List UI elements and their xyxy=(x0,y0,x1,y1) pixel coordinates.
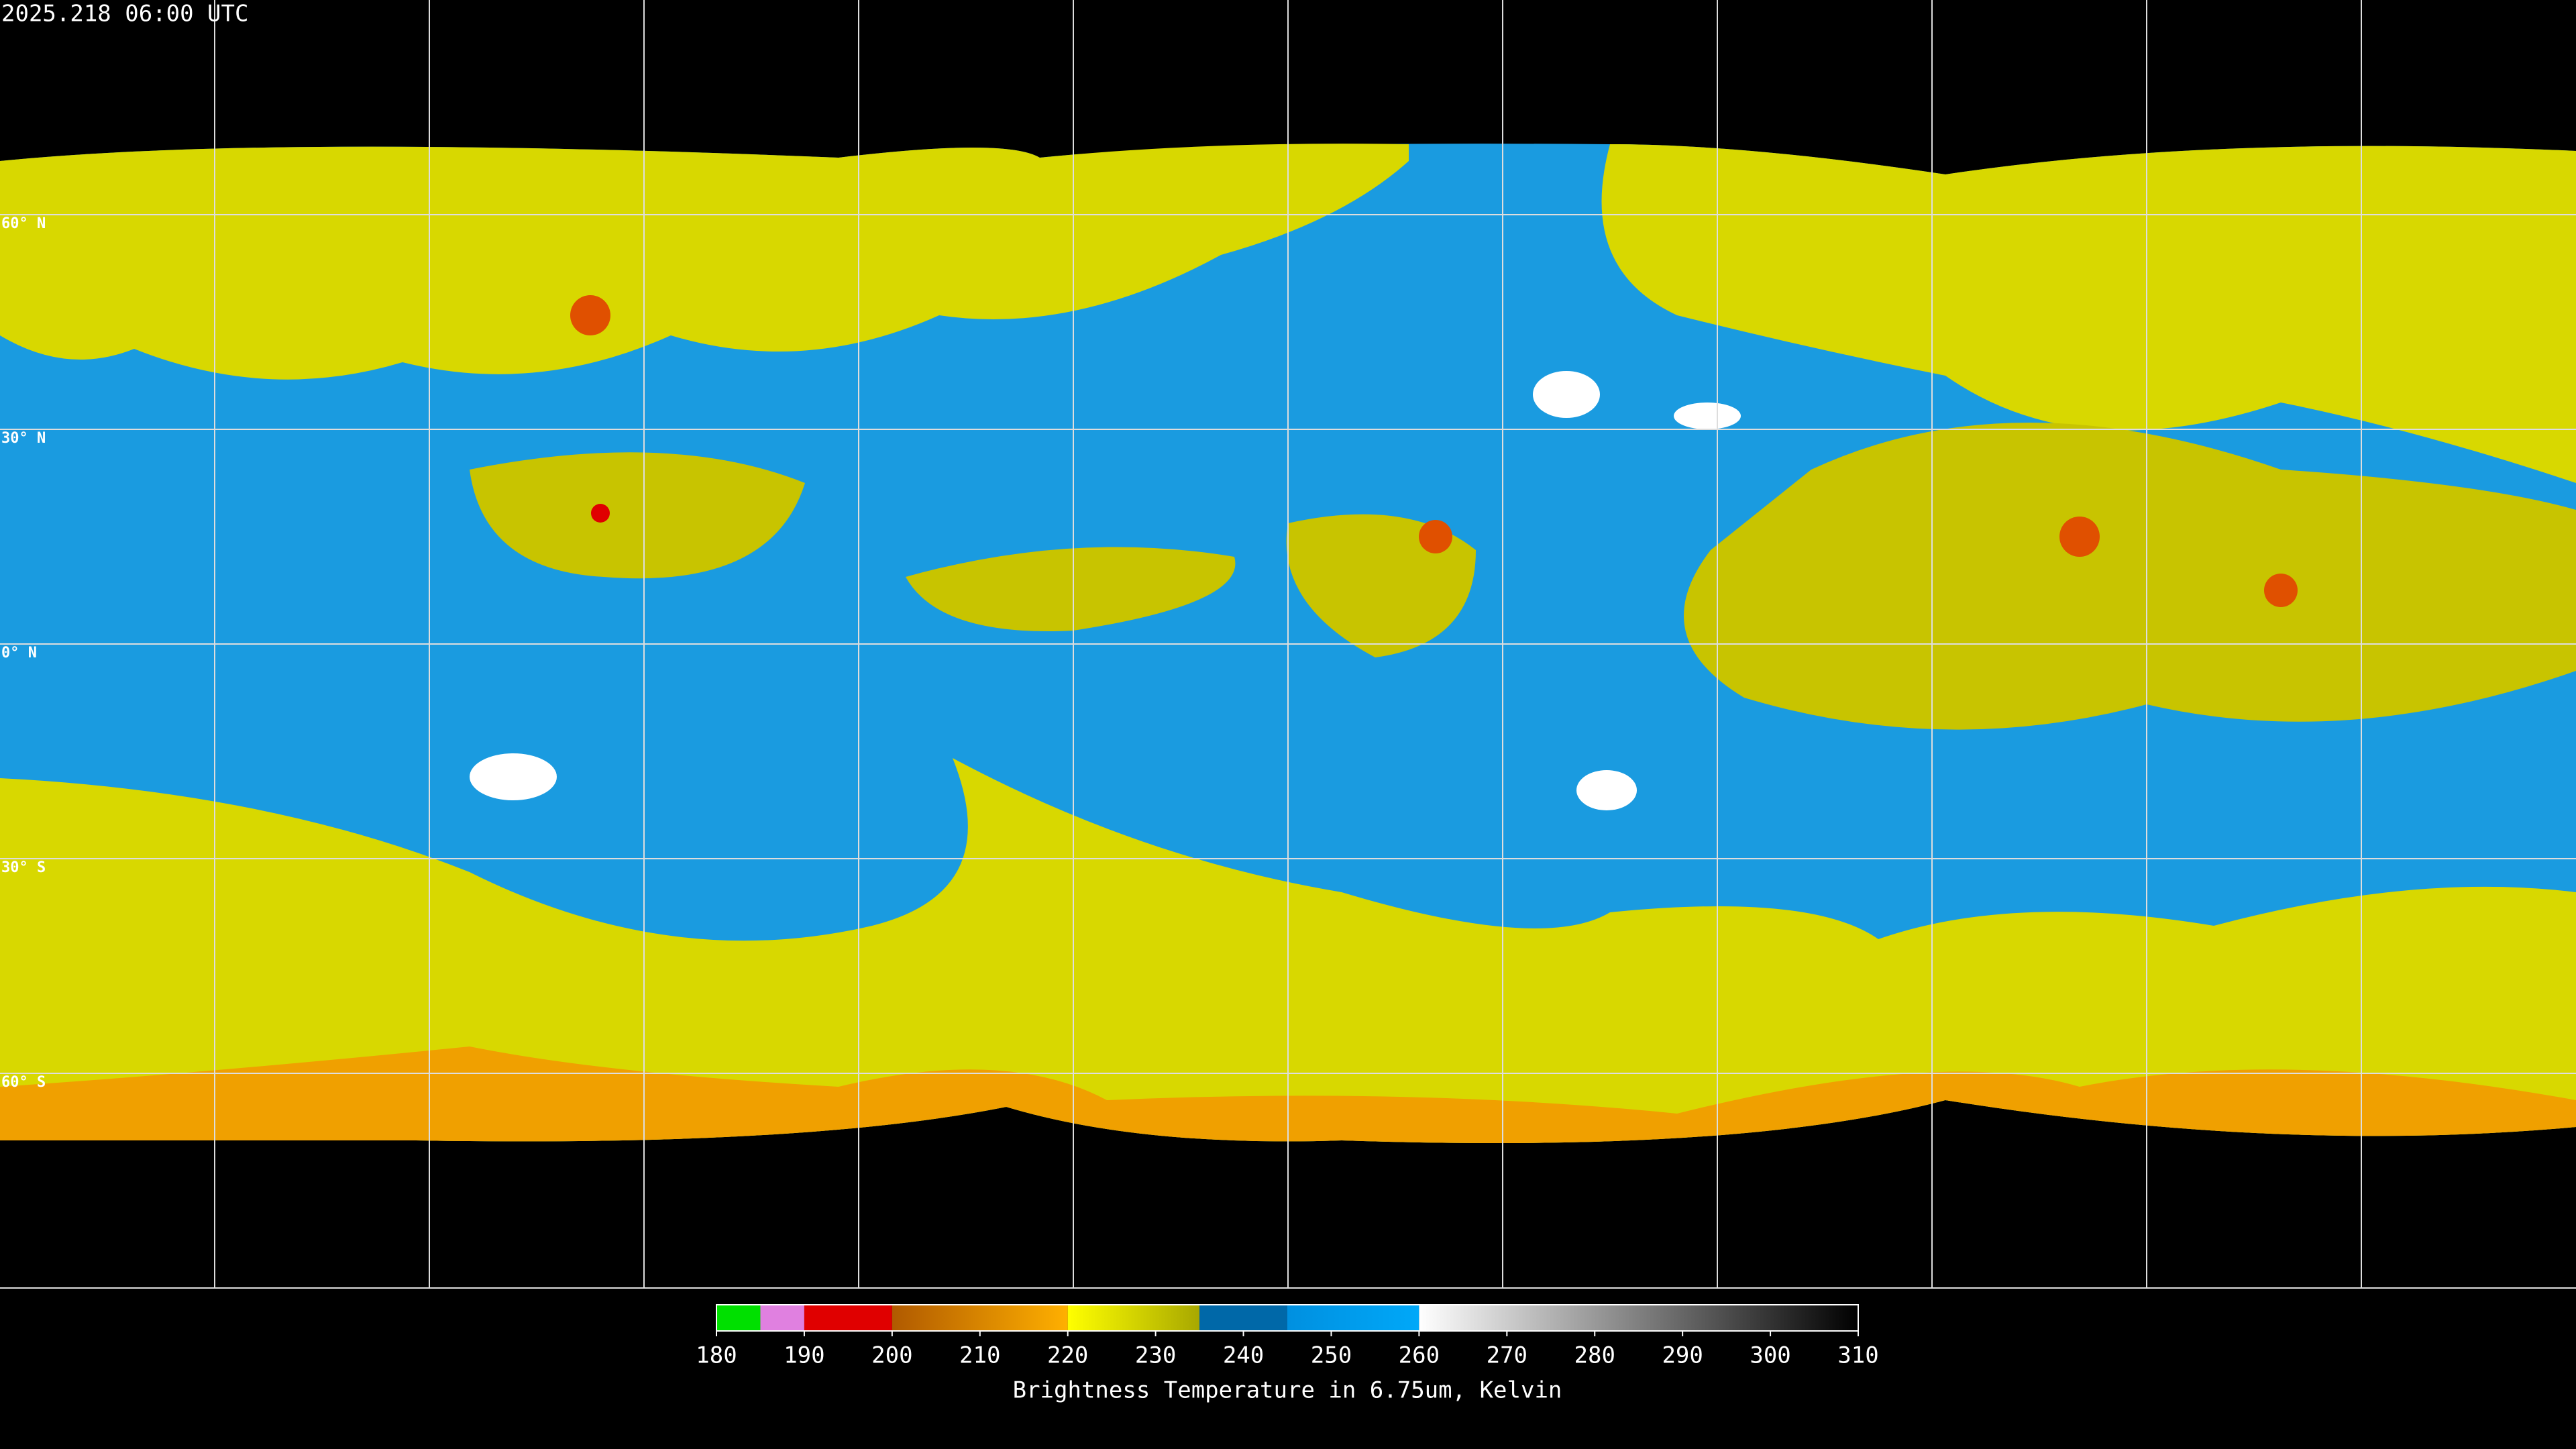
northern-moist-band xyxy=(1601,144,2576,483)
colorbar-tick-label: 310 xyxy=(1837,1342,1878,1369)
cold-cell xyxy=(570,295,610,335)
northern-moist-band xyxy=(0,144,1409,380)
latitude-label: 60° N xyxy=(1,215,46,232)
colorbar-tick-label: 300 xyxy=(1750,1342,1790,1369)
colorbar-segment xyxy=(804,1305,892,1331)
colorbar-tick-label: 260 xyxy=(1399,1342,1440,1369)
colorbar-tick-label: 270 xyxy=(1487,1342,1527,1369)
dry-spot xyxy=(1674,402,1741,429)
colorbar-tick-label: 180 xyxy=(696,1342,737,1369)
colorbar-tick-label: 210 xyxy=(959,1342,1000,1369)
colorbar-tick-label: 220 xyxy=(1047,1342,1088,1369)
colorbar-segment xyxy=(1287,1305,1419,1331)
cold-cell xyxy=(2059,517,2100,557)
colorbar-tick-label: 230 xyxy=(1135,1342,1176,1369)
cold-cell xyxy=(591,504,610,523)
colorbar-segment xyxy=(1067,1305,1200,1331)
dry-spot xyxy=(470,753,557,800)
latitude-labels: 60° N 30° N 0° N 30° S 60° S xyxy=(1,215,46,1091)
graticule xyxy=(0,0,2576,1289)
colorbar-segment xyxy=(1419,1305,1858,1331)
warm-dry-spots xyxy=(470,371,1741,810)
dry-spot xyxy=(1576,770,1637,810)
colorbar-tick-label: 200 xyxy=(871,1342,912,1369)
deep-convection xyxy=(570,295,2298,607)
dry-spot xyxy=(1533,371,1600,418)
latitude-label: 30° N xyxy=(1,430,46,447)
colorbar-segment xyxy=(716,1305,761,1331)
latitude-label: 30° S xyxy=(1,859,46,876)
colorbar-segment xyxy=(892,1305,1068,1331)
latitude-label: 60° S xyxy=(1,1074,46,1091)
colorbar-tick-label: 190 xyxy=(784,1342,824,1369)
timestamp: 2025.218 06:00 UTC xyxy=(1,1,248,28)
colorbar-tick-label: 290 xyxy=(1662,1342,1703,1369)
tropical-convection xyxy=(906,547,1236,631)
cold-cell xyxy=(1419,520,1452,553)
colorbar-tick-label: 240 xyxy=(1223,1342,1264,1369)
colorbar-segment xyxy=(1199,1305,1287,1331)
colorbar-segment xyxy=(760,1305,804,1331)
latitude-label: 0° N xyxy=(1,645,37,661)
colorbar-frame xyxy=(716,1304,1859,1332)
colorbar-tick-label: 250 xyxy=(1311,1342,1352,1369)
tropical-convection xyxy=(470,452,805,579)
colorbar: 180 190 200 210 220 230 240 250 260 270 280 290 300 3… xyxy=(696,1304,1879,1369)
colorbar-tick-label: 280 xyxy=(1574,1342,1615,1369)
tropical-convection xyxy=(1684,423,2576,730)
cold-cell xyxy=(2264,574,2298,607)
colorbar-label: Brightness Temperature in 6.75um, Kelvin xyxy=(1013,1377,1562,1404)
